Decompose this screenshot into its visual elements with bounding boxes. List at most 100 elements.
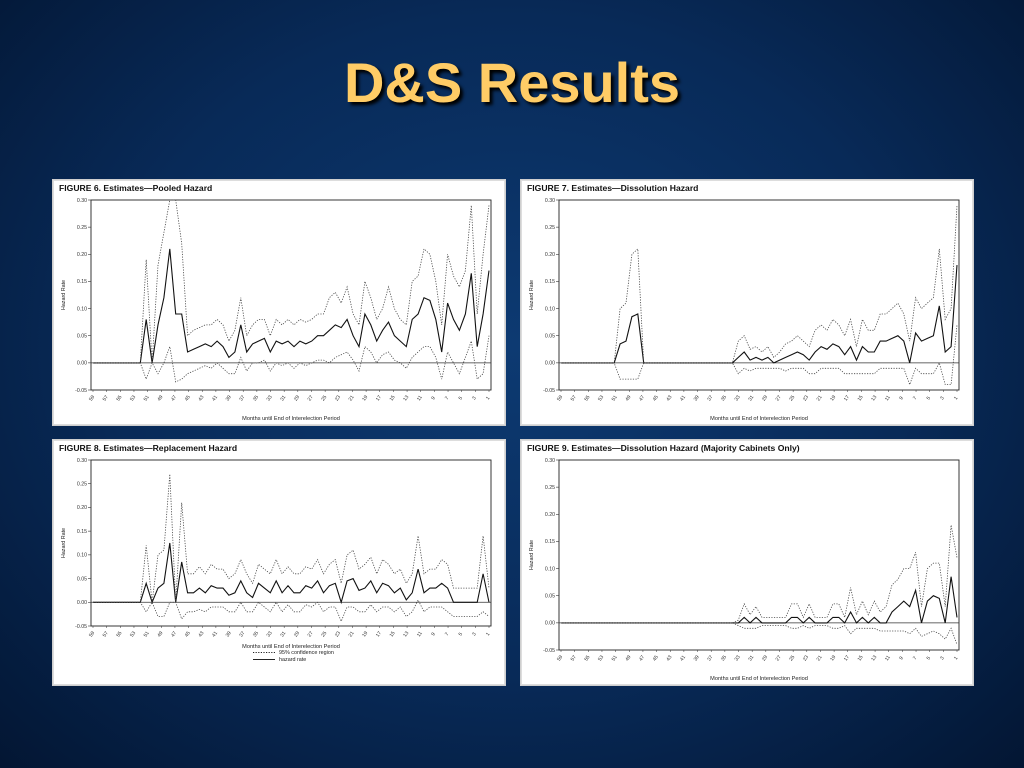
x-tick-label: 43 [665, 394, 673, 402]
x-tick-label: 23 [802, 654, 810, 662]
x-tick-label: 9 [898, 655, 905, 661]
x-tick-label: 35 [720, 654, 728, 662]
x-tick-label: 57 [570, 394, 578, 402]
figure-caption: FIGURE 6. Estimates—Pooled Hazard [59, 183, 212, 193]
x-tick-label: 39 [693, 654, 701, 662]
x-tick-label: 33 [734, 654, 742, 662]
x-tick-label: 47 [638, 394, 646, 402]
x-tick-label: 1 [953, 395, 960, 401]
x-tick-label: 17 [375, 394, 383, 402]
x-tick-label: 19 [829, 654, 837, 662]
x-tick-label: 45 [652, 654, 660, 662]
x-tick-label: 43 [665, 654, 673, 662]
x-tick-label: 37 [706, 394, 714, 402]
series-line-lower-bound [93, 598, 490, 623]
y-tick-label: 0.30 [545, 198, 555, 204]
x-tick-label: 51 [611, 394, 619, 402]
x-tick-label: 27 [307, 630, 315, 638]
x-tick-label: 59 [88, 630, 96, 638]
x-tick-label: 39 [225, 394, 233, 402]
y-tick-label: 0.20 [77, 505, 87, 511]
x-tick-label: 33 [266, 630, 274, 638]
y-tick-label: 0.05 [545, 594, 555, 600]
x-tick-label: 35 [252, 394, 260, 402]
x-tick-label: 11 [884, 394, 892, 402]
series-line-lower-bound [93, 335, 490, 383]
x-tick-label: 3 [939, 655, 946, 661]
x-tick-label: 1 [485, 395, 492, 401]
x-tick-label: 11 [416, 394, 424, 402]
x-tick-label: 25 [320, 630, 328, 638]
series-line-upper-bound [93, 474, 490, 603]
x-tick-label: 3 [939, 395, 946, 401]
x-tick-label: 49 [156, 394, 164, 402]
y-tick-label: 0.00 [545, 621, 555, 627]
y-tick-label: 0.25 [545, 225, 555, 231]
y-tick-label: 0.00 [77, 600, 87, 606]
x-tick-label: 29 [293, 630, 301, 638]
x-tick-label: 11 [884, 654, 892, 662]
x-tick-label: 55 [583, 654, 591, 662]
x-tick-label: 29 [761, 394, 769, 402]
figure-caption: FIGURE 8. Estimates—Replacement Hazard [59, 443, 237, 453]
x-tick-label: 21 [816, 654, 824, 662]
x-tick-label: 19 [829, 394, 837, 402]
x-tick-label: 41 [211, 630, 219, 638]
x-tick-label: 47 [170, 630, 178, 638]
x-tick-label: 7 [912, 655, 919, 661]
figure-6-chart: FIGURE 6. Estimates—Pooled Hazard 0.30 0.2… [59, 183, 492, 422]
x-tick-label: 7 [444, 395, 451, 401]
y-tick-label: -0.05 [75, 388, 87, 394]
x-tick-label: 29 [761, 654, 769, 662]
x-tick-label: 57 [102, 394, 110, 402]
x-axis-label: Months until End of Interelection Period [242, 416, 340, 422]
x-tick-label: 25 [320, 394, 328, 402]
x-tick-label: 53 [129, 394, 137, 402]
x-tick-label: 51 [143, 630, 151, 638]
x-axis-label: Months until End of Interelection Period [710, 676, 808, 682]
x-tick-label: 35 [720, 394, 728, 402]
y-axis-label: Hazard Rate [529, 280, 535, 310]
x-tick-label: 1 [953, 655, 960, 661]
x-tick-label: 5 [926, 395, 933, 401]
series-line-hazard-rate [93, 542, 490, 605]
x-tick-label: 15 [857, 394, 865, 402]
x-tick-label: 31 [747, 654, 755, 662]
series-line-upper-bound [561, 525, 958, 624]
x-tick-label: 59 [88, 394, 96, 402]
x-tick-label: 57 [570, 654, 578, 662]
plot-frame [558, 459, 960, 651]
x-tick-label: 41 [679, 394, 687, 402]
x-tick-label: 51 [611, 654, 619, 662]
plot-frame [90, 459, 492, 627]
x-tick-label: 45 [184, 630, 192, 638]
y-tick-label: 0.10 [545, 566, 555, 572]
y-tick-label: -0.05 [543, 648, 555, 654]
figure-caption: FIGURE 7. Estimates—Dissolution Hazard [527, 183, 698, 193]
series-line-lower-bound [561, 622, 958, 645]
figure-8-chart: FIGURE 8. Estimates—Replacement Hazard 0.… [59, 443, 492, 663]
x-tick-label: 37 [706, 654, 714, 662]
x-tick-label: 13 [870, 394, 878, 402]
series-line-upper-bound [93, 199, 490, 364]
y-tick-label: 0.15 [77, 279, 87, 285]
y-tick-label: 0.10 [77, 306, 87, 312]
y-tick-label: 0.20 [545, 252, 555, 258]
figure-caption: FIGURE 9. Estimates—Dissolution Hazard (… [527, 443, 800, 453]
figure-6-panel: FIGURE 6. Estimates—Pooled Hazard 0.30 0.2… [52, 179, 506, 426]
x-tick-label: 31 [747, 394, 755, 402]
y-tick-label: 0.15 [545, 279, 555, 285]
x-tick-label: 23 [334, 630, 342, 638]
x-tick-label: 53 [129, 630, 137, 638]
y-tick-label: 0.30 [545, 458, 555, 464]
legend-label: 95% confidence region [279, 650, 334, 656]
figure-9-panel: FIGURE 9. Estimates—Dissolution Hazard (… [520, 439, 974, 686]
y-tick-label: 0.05 [545, 334, 555, 340]
x-tick-label: 17 [843, 654, 851, 662]
x-tick-label: 41 [679, 654, 687, 662]
y-tick-label: 0.10 [77, 553, 87, 559]
x-tick-label: 31 [279, 630, 287, 638]
slide-title: D&S Results [343, 51, 681, 114]
x-tick-label: 25 [788, 654, 796, 662]
x-tick-label: 7 [912, 395, 919, 401]
